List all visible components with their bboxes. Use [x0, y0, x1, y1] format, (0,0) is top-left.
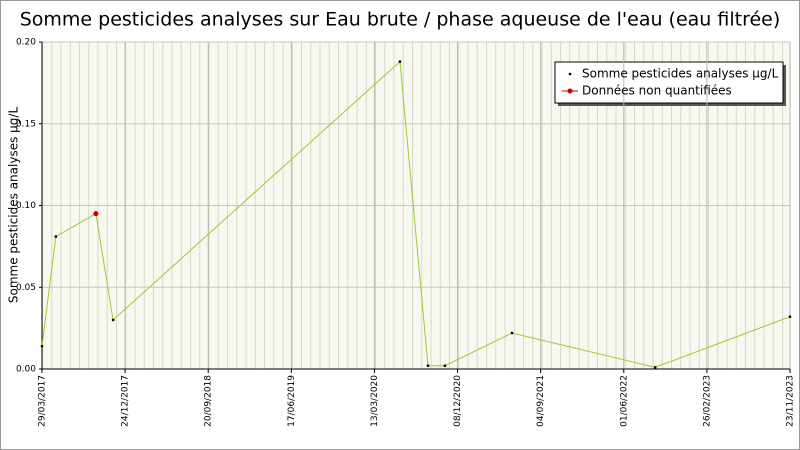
x-tick-label: 20/09/2018	[204, 375, 214, 427]
point	[443, 364, 447, 367]
y-tick-label: 0.10	[16, 201, 36, 211]
point	[54, 235, 58, 238]
x-tick-label: 04/09/2021	[536, 375, 546, 427]
x-tick-label: 08/12/2020	[453, 375, 463, 427]
legend-box	[554, 61, 784, 104]
x-tick-label: 23/11/2023	[786, 375, 796, 427]
legend	[554, 61, 786, 106]
point	[510, 331, 514, 335]
x-tick-label: 29/03/2017	[38, 375, 48, 427]
legend-marker	[567, 88, 573, 94]
series-line	[41, 60, 791, 368]
point	[398, 60, 402, 63]
point	[40, 344, 44, 348]
x-tick-label: 17/06/2019	[287, 375, 297, 427]
point	[426, 364, 430, 367]
x-tick-label: 01/06/2022	[619, 375, 629, 427]
legend-label: Données non quantifiées	[582, 84, 732, 98]
x-tick-label: 24/12/2017	[121, 375, 131, 427]
y-tick-label: 0.15	[16, 119, 36, 129]
y-tick-label: 0.05	[16, 283, 36, 293]
point	[111, 318, 115, 322]
point	[653, 366, 657, 369]
point	[788, 315, 792, 318]
x-tick-label: 26/02/2023	[702, 375, 712, 427]
point	[93, 211, 99, 217]
y-tick-label: 0.00	[16, 365, 36, 375]
chart-title: Somme pesticides analyses sur Eau brute …	[20, 9, 781, 31]
x-tick-label: 13/03/2020	[370, 375, 380, 427]
legend-label: Somme pesticides analyses µg/L	[582, 67, 779, 81]
y-tick-label: 0.20	[16, 38, 36, 48]
y-axis-label: Somme pesticides analyses µg/L	[7, 107, 21, 304]
legend-marker	[568, 72, 572, 76]
